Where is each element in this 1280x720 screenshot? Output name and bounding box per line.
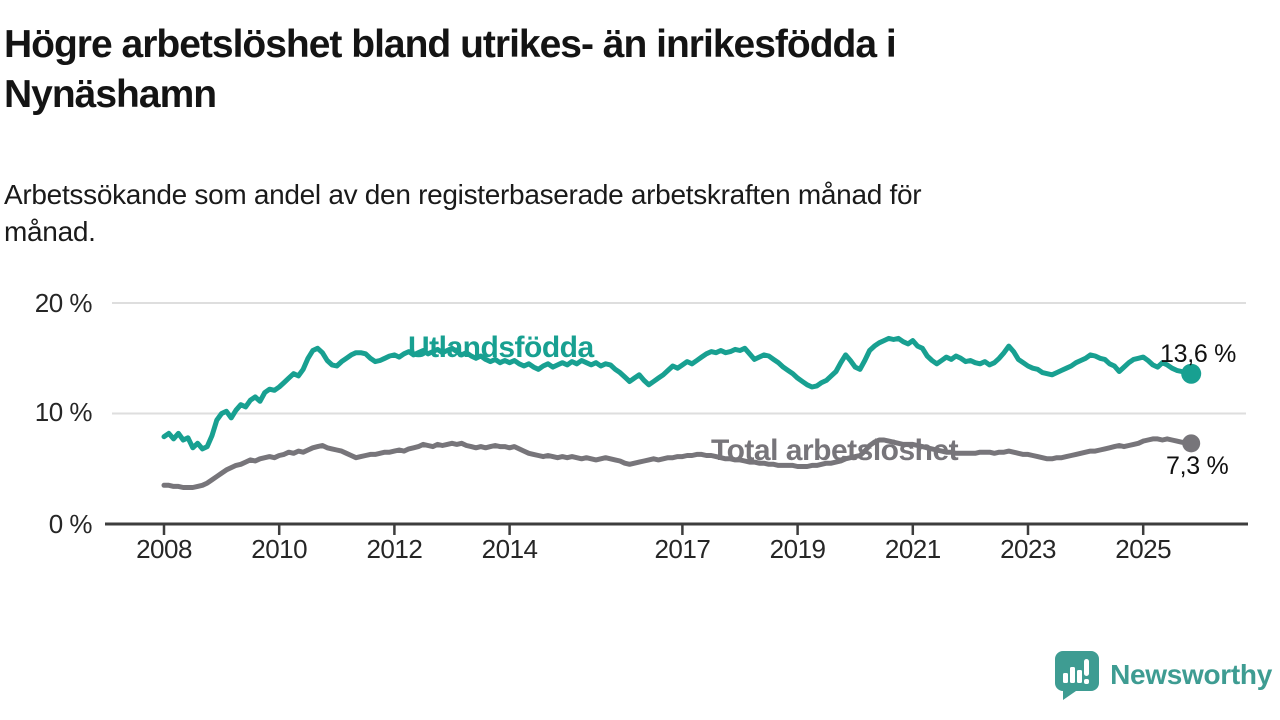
end-value-label-utlandsfodda: 13,6 % (1160, 340, 1237, 368)
x-tick-label-2021: 2021 (884, 534, 941, 564)
x-tick-label-2023: 2023 (1000, 534, 1056, 564)
x-tick-label-2019: 2019 (769, 534, 826, 564)
y-tick-label-20: 20 % (34, 288, 93, 318)
series-label-total-arbetsloshet: Total arbetslöshet (711, 434, 959, 467)
x-tick-label-2008: 2008 (136, 534, 192, 564)
title-line-2: Nynäshamn (4, 73, 217, 116)
series-end-dot-1 (1182, 434, 1201, 453)
newsworthy-logo-text: Newsworthy (1110, 659, 1272, 690)
x-tick-label-2014: 2014 (481, 534, 538, 564)
series-line-0 (161, 335, 1194, 452)
x-tick-label-2012: 2012 (366, 534, 423, 564)
subtitle-line-2: månad. (4, 216, 96, 247)
newsworthy-logo: Newsworthy (1054, 650, 1272, 700)
y-tick-label-0: 0 % (48, 509, 93, 539)
title-line-1: Högre arbetslöshet bland utrikes- än inr… (4, 23, 897, 66)
y-tick-label-10: 10 % (34, 397, 93, 427)
chart-subtitle: Arbetssökande som andel av den registerb… (4, 176, 1184, 250)
series-line-1 (161, 436, 1194, 490)
page-title: Högre arbetslöshet bland utrikes- än inr… (4, 20, 1164, 120)
x-tick-label-2025: 2025 (1115, 534, 1172, 564)
x-tick-label-2017: 2017 (654, 534, 711, 564)
end-value-label-total: 7,3 % (1166, 452, 1229, 480)
subtitle-line-1: Arbetssökande som andel av den registerb… (4, 179, 922, 210)
newsworthy-logo-icon (1055, 651, 1100, 700)
series-end-dot-0 (1181, 363, 1202, 384)
series-label-utlandsfodda: Utlandsfödda (408, 331, 594, 364)
x-tick-label-2010: 2010 (251, 534, 308, 564)
